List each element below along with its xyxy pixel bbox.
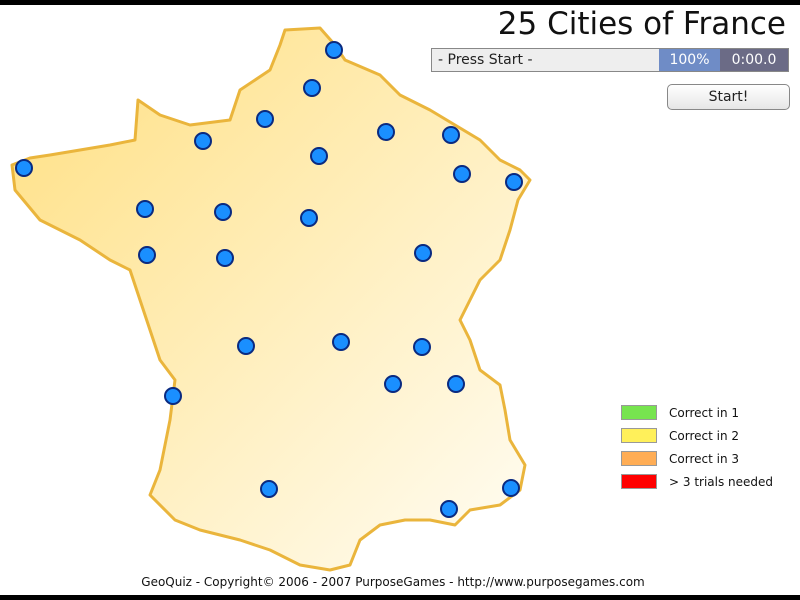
city-marker[interactable] xyxy=(260,480,278,498)
legend-label: Correct in 3 xyxy=(669,451,740,466)
footer-copyright: GeoQuiz - Copyright© 2006 - 2007 Purpose… xyxy=(141,575,645,589)
city-marker[interactable] xyxy=(440,500,458,518)
city-marker[interactable] xyxy=(237,337,255,355)
city-marker[interactable] xyxy=(442,126,460,144)
city-marker[interactable] xyxy=(502,479,520,497)
legend-swatch xyxy=(621,428,657,443)
start-button[interactable]: Start! xyxy=(667,84,790,110)
city-marker[interactable] xyxy=(256,110,274,128)
city-marker[interactable] xyxy=(325,41,343,59)
city-marker[interactable] xyxy=(413,338,431,356)
legend-item: > 3 trials needed xyxy=(621,470,773,493)
legend-swatch xyxy=(621,405,657,420)
status-message: - Press Start - xyxy=(432,49,659,71)
city-marker[interactable] xyxy=(303,79,321,97)
city-marker[interactable] xyxy=(136,200,154,218)
city-marker[interactable] xyxy=(453,165,471,183)
city-marker[interactable] xyxy=(414,244,432,262)
legend-label: Correct in 2 xyxy=(669,428,740,443)
city-marker[interactable] xyxy=(216,249,234,267)
legend-swatch xyxy=(621,451,657,466)
percent-score: 100% xyxy=(659,49,720,71)
game-title: 25 Cities of France xyxy=(497,6,786,42)
city-marker[interactable] xyxy=(384,375,402,393)
status-bar: - Press Start - 100% 0:00.0 xyxy=(431,48,789,72)
legend-item: Correct in 3 xyxy=(621,447,773,470)
top-border xyxy=(0,0,800,5)
legend: Correct in 1 Correct in 2 Correct in 3 >… xyxy=(621,401,773,493)
legend-swatch xyxy=(621,474,657,489)
city-marker[interactable] xyxy=(332,333,350,351)
city-marker[interactable] xyxy=(310,147,328,165)
legend-label: > 3 trials needed xyxy=(669,474,774,489)
city-marker[interactable] xyxy=(505,173,523,191)
france-outline xyxy=(10,26,532,572)
timer: 0:00.0 xyxy=(720,49,788,71)
city-marker[interactable] xyxy=(15,159,33,177)
city-marker[interactable] xyxy=(377,123,395,141)
legend-item: Correct in 1 xyxy=(621,401,773,424)
bottom-border xyxy=(0,595,800,600)
city-marker[interactable] xyxy=(214,203,232,221)
city-marker[interactable] xyxy=(447,375,465,393)
city-marker[interactable] xyxy=(164,387,182,405)
legend-label: Correct in 1 xyxy=(669,405,740,420)
city-marker[interactable] xyxy=(138,246,156,264)
city-marker[interactable] xyxy=(300,209,318,227)
city-marker[interactable] xyxy=(194,132,212,150)
legend-item: Correct in 2 xyxy=(621,424,773,447)
